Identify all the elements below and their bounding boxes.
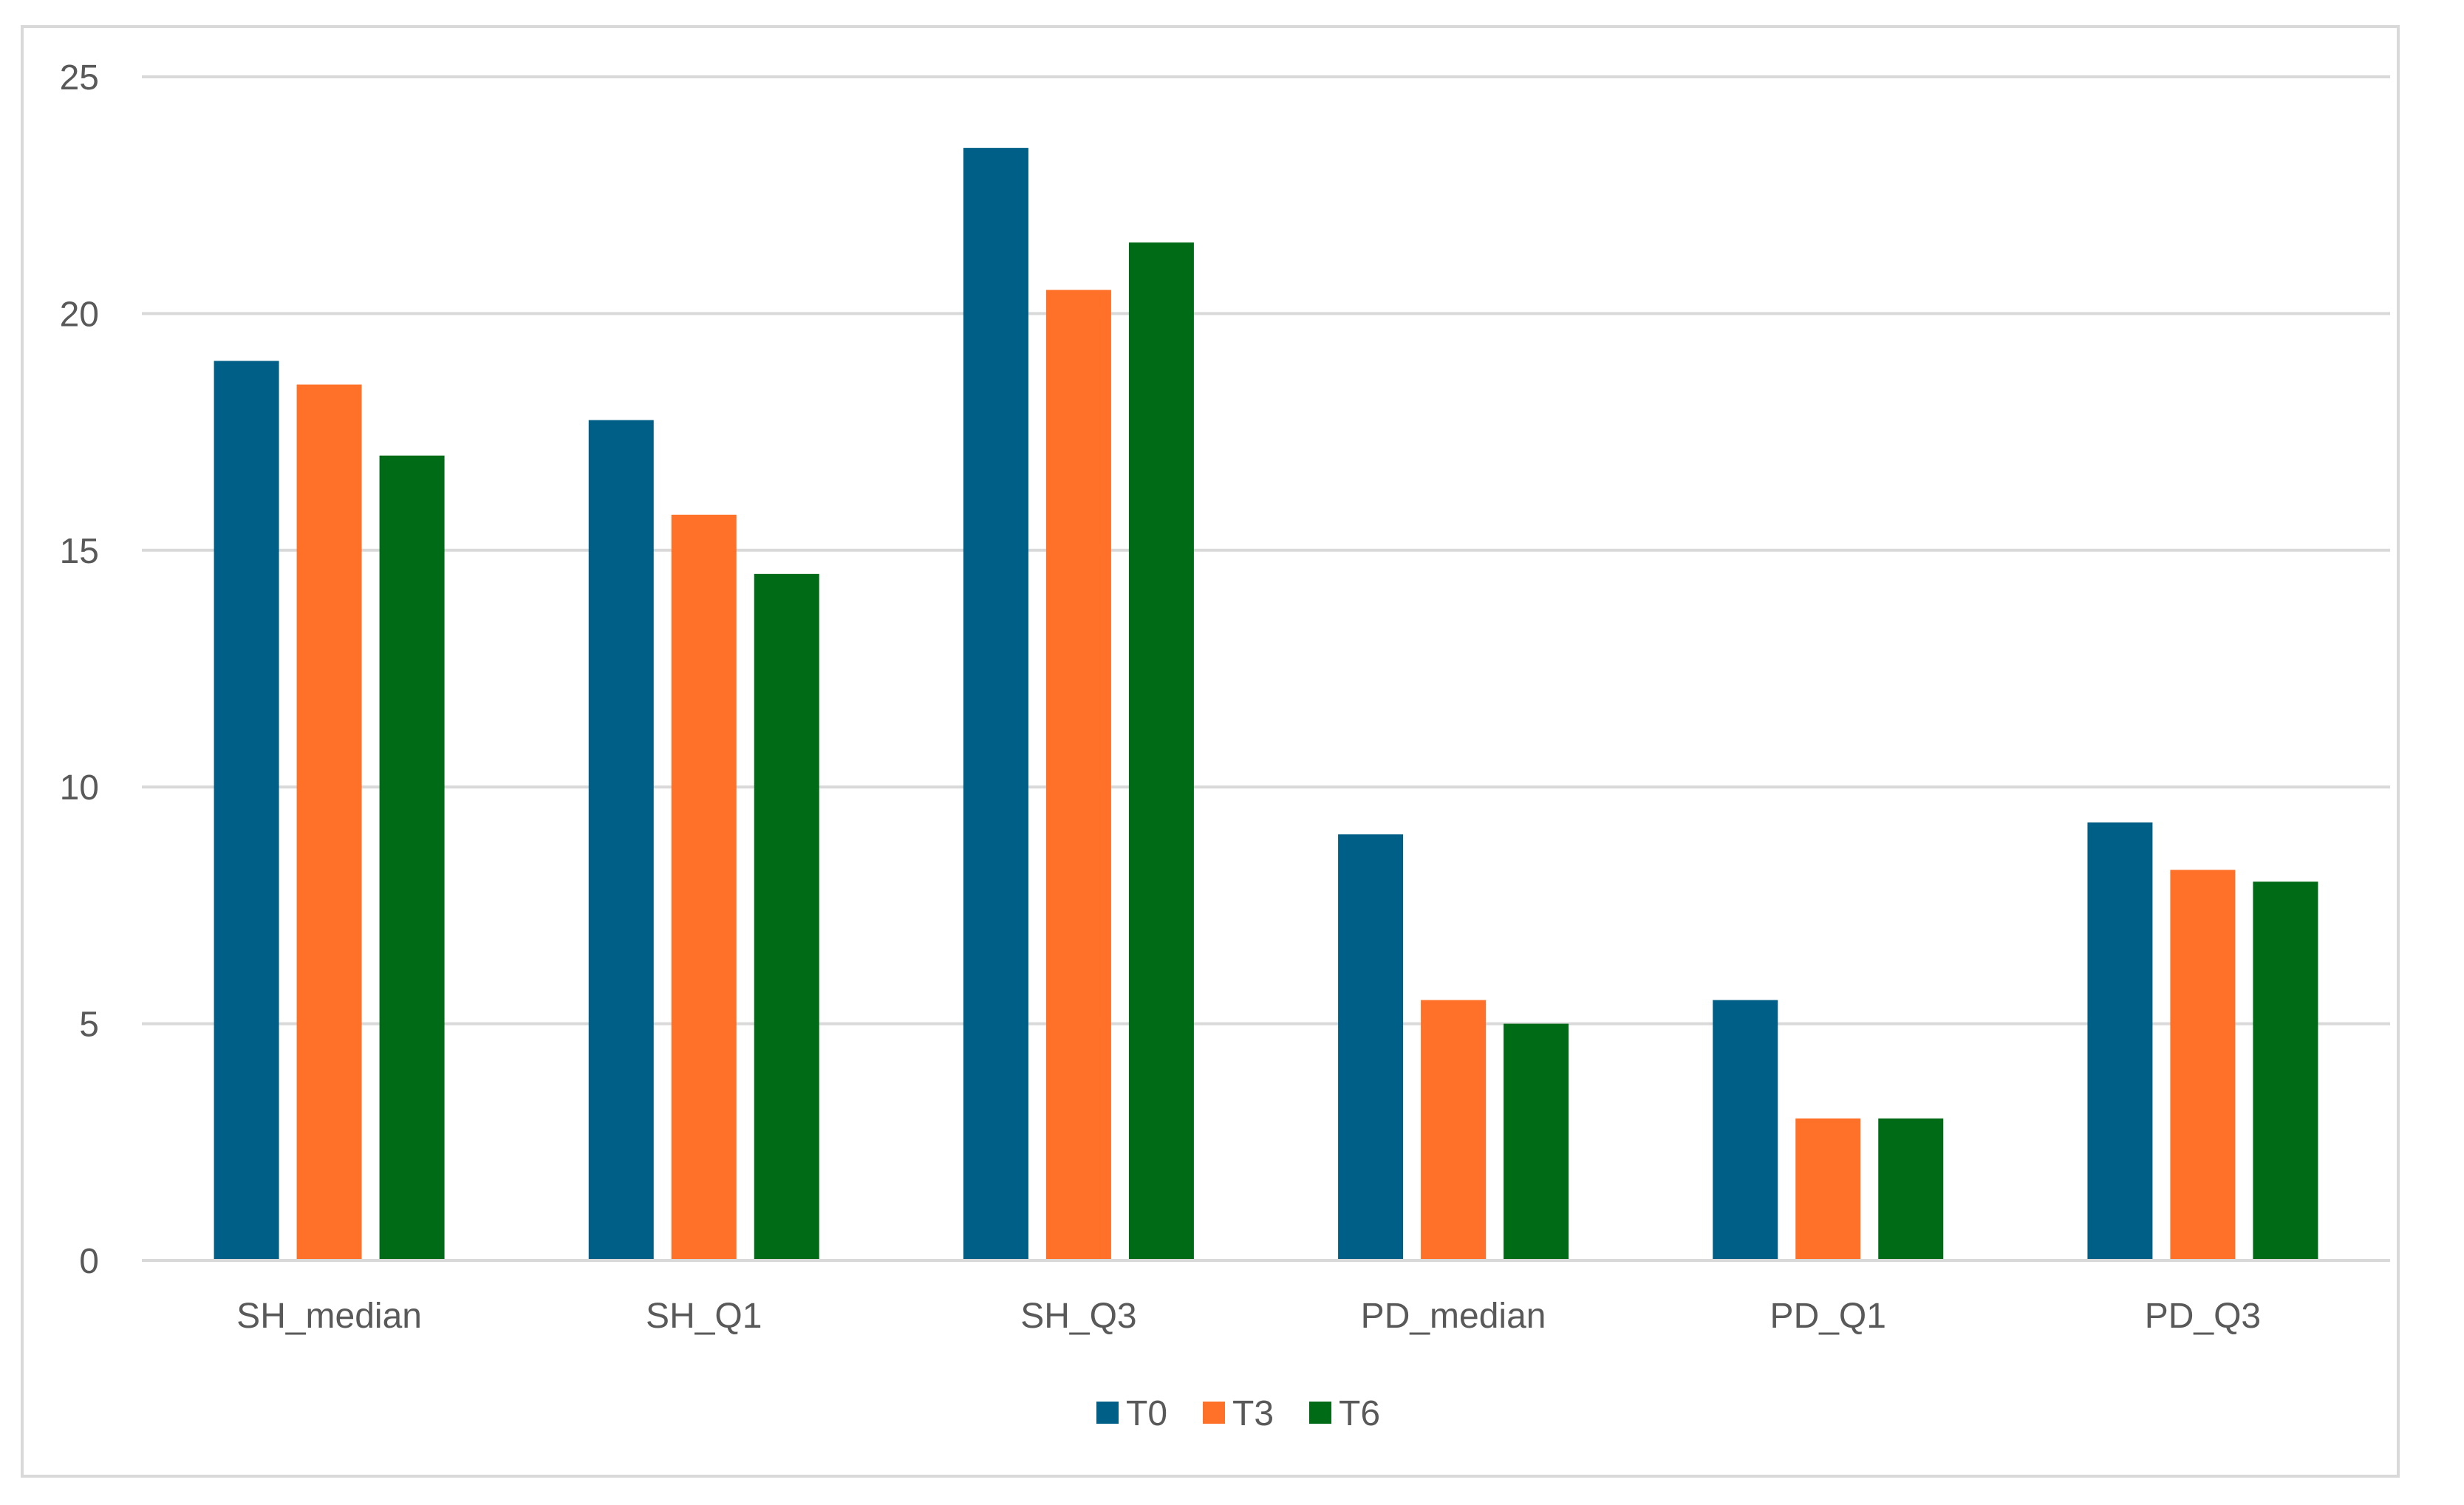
bar-T0-PD_Q1 bbox=[1713, 1000, 1778, 1260]
bar-T3-SH_Q3 bbox=[1045, 290, 1111, 1260]
bar-T0-PD_Q3 bbox=[2087, 822, 2153, 1260]
bar-T3-SH_Q1 bbox=[671, 514, 737, 1260]
legend-label-T3: T3 bbox=[1232, 1394, 1274, 1433]
gridlines bbox=[142, 75, 2390, 1262]
y-tick-label: 0 bbox=[79, 1242, 99, 1281]
legend-swatch-T3 bbox=[1203, 1402, 1225, 1424]
x-tick-label: PD_Q3 bbox=[2145, 1297, 2261, 1336]
x-tick-label: SH_median bbox=[236, 1297, 422, 1336]
bar-T3-SH_median bbox=[296, 384, 362, 1260]
y-tick-label: 10 bbox=[60, 768, 99, 808]
x-axis-tick-labels: SH_median SH_Q1 SH_Q3 PD_median PD_Q1 PD_Q3 bbox=[236, 1297, 2261, 1336]
bar-T3-PD_median bbox=[1421, 1000, 1487, 1260]
y-tick-label: 20 bbox=[60, 295, 99, 334]
y-tick-label: 25 bbox=[60, 58, 99, 98]
bar-T6-SH_Q1 bbox=[754, 573, 819, 1260]
y-tick-label: 5 bbox=[79, 1006, 99, 1045]
x-tick-label: PD_median bbox=[1361, 1297, 1546, 1336]
bar-T6-SH_median bbox=[379, 455, 445, 1260]
bar-T6-SH_Q3 bbox=[1128, 242, 1194, 1260]
bar-T0-PD_median bbox=[1338, 834, 1404, 1260]
bar-T6-PD_Q3 bbox=[2253, 881, 2318, 1260]
legend-swatch-T0 bbox=[1096, 1402, 1119, 1424]
legend-label-T0: T0 bbox=[1126, 1394, 1167, 1433]
x-tick-label: PD_Q1 bbox=[1770, 1297, 1886, 1336]
y-tick-label: 15 bbox=[60, 532, 99, 571]
bar-T3-PD_Q3 bbox=[2170, 870, 2236, 1260]
bar-T3-PD_Q1 bbox=[1795, 1118, 1861, 1260]
legend-swatch-T6 bbox=[1309, 1402, 1331, 1424]
bars bbox=[142, 148, 2390, 1262]
bar-T0-SH_Q1 bbox=[588, 420, 654, 1260]
legend: T0 T3 T6 bbox=[1096, 1394, 1380, 1433]
x-tick-label: SH_Q3 bbox=[1020, 1297, 1136, 1336]
bar-T0-SH_Q3 bbox=[963, 148, 1028, 1260]
bar-T0-SH_median bbox=[214, 361, 279, 1261]
legend-label-T6: T6 bbox=[1339, 1394, 1380, 1433]
y-axis-tick-labels: 0 5 10 15 20 25 bbox=[60, 58, 99, 1281]
x-tick-label: SH_Q1 bbox=[646, 1297, 762, 1336]
bar-T6-PD_Q1 bbox=[1878, 1118, 1944, 1260]
bar-T6-PD_median bbox=[1504, 1023, 1569, 1260]
